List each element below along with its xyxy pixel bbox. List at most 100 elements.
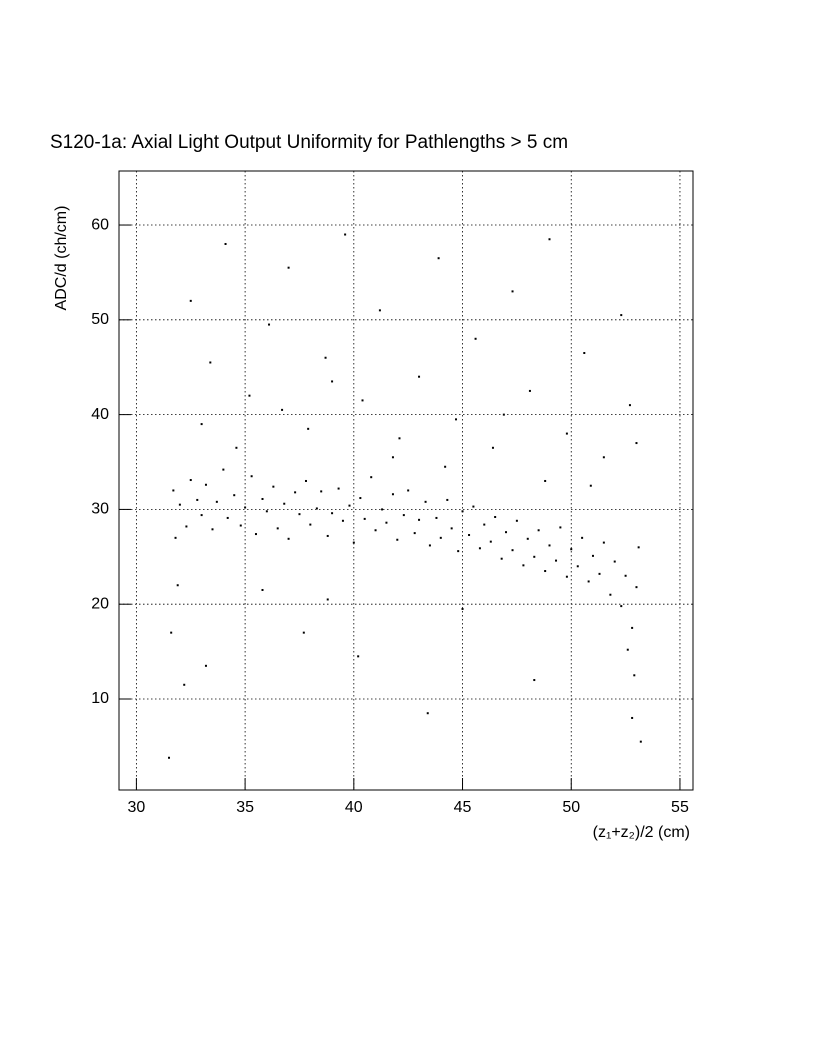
point [215, 500, 218, 503]
point [361, 399, 364, 402]
point [224, 242, 227, 245]
plot-frame [118, 170, 694, 791]
x-axis-label: (z₁+z₂)/2 (cm) [593, 824, 690, 841]
point [235, 446, 238, 449]
point [370, 476, 373, 479]
point [472, 505, 475, 508]
point [176, 584, 179, 587]
point [591, 554, 594, 557]
point [381, 508, 384, 511]
point [468, 534, 471, 537]
point [309, 523, 312, 526]
point [272, 485, 275, 488]
point [385, 521, 388, 524]
point [424, 500, 427, 503]
point [635, 586, 638, 589]
point [261, 497, 264, 500]
y-axis-label: ADC/d (ch/cm) [53, 206, 70, 311]
point [244, 506, 247, 509]
point [168, 756, 171, 759]
point [344, 233, 347, 236]
point [598, 572, 601, 575]
point [178, 503, 181, 506]
point [494, 515, 497, 518]
point [633, 674, 636, 677]
point [407, 489, 410, 492]
point [515, 519, 518, 522]
point [402, 514, 405, 517]
point [341, 519, 344, 522]
point [196, 498, 199, 501]
point [222, 468, 225, 471]
point [450, 527, 453, 530]
y-tick-label: 40 [91, 406, 109, 423]
point [189, 479, 192, 482]
point [631, 716, 634, 719]
point [602, 541, 605, 544]
point [628, 404, 631, 407]
point [533, 555, 536, 558]
point [331, 380, 334, 383]
point [555, 559, 558, 562]
point [444, 465, 447, 468]
point [398, 437, 401, 440]
point [287, 537, 290, 540]
point [248, 394, 251, 397]
point [200, 514, 203, 517]
point [565, 575, 568, 578]
point [189, 299, 192, 302]
point [589, 484, 592, 487]
point [287, 266, 290, 269]
point [204, 483, 207, 486]
point [298, 513, 301, 516]
point [587, 580, 590, 583]
point [226, 516, 229, 519]
point [461, 510, 464, 513]
point [457, 550, 460, 553]
point [511, 290, 514, 293]
point [620, 605, 623, 608]
point [439, 536, 442, 539]
point [261, 588, 264, 591]
point [639, 740, 642, 743]
point [204, 664, 207, 667]
x-tick-label: 30 [127, 799, 145, 816]
x-tick-label: 50 [562, 799, 580, 816]
point [352, 541, 355, 544]
point [620, 314, 623, 317]
point [544, 479, 547, 482]
point [302, 631, 305, 634]
point [548, 238, 551, 241]
point [337, 487, 340, 490]
point [570, 548, 573, 551]
point [437, 257, 440, 260]
point [294, 491, 297, 494]
point [583, 352, 586, 355]
point [533, 679, 536, 682]
point [528, 389, 531, 392]
point [544, 570, 547, 573]
point [489, 540, 492, 543]
point [283, 502, 286, 505]
point [500, 557, 503, 560]
point [631, 626, 634, 629]
x-tick-label: 40 [345, 799, 363, 816]
point [254, 533, 257, 536]
point [426, 712, 429, 715]
point [418, 518, 421, 521]
point [268, 323, 271, 326]
point [548, 544, 551, 547]
point [502, 413, 505, 416]
point [174, 536, 177, 539]
point [455, 418, 458, 421]
point [331, 512, 334, 515]
point [435, 516, 438, 519]
point [320, 490, 323, 493]
y-tick-label: 60 [91, 216, 109, 233]
point [613, 560, 616, 563]
point [511, 549, 514, 552]
point [428, 544, 431, 547]
point [378, 309, 381, 312]
point [396, 538, 399, 541]
point [211, 528, 214, 531]
